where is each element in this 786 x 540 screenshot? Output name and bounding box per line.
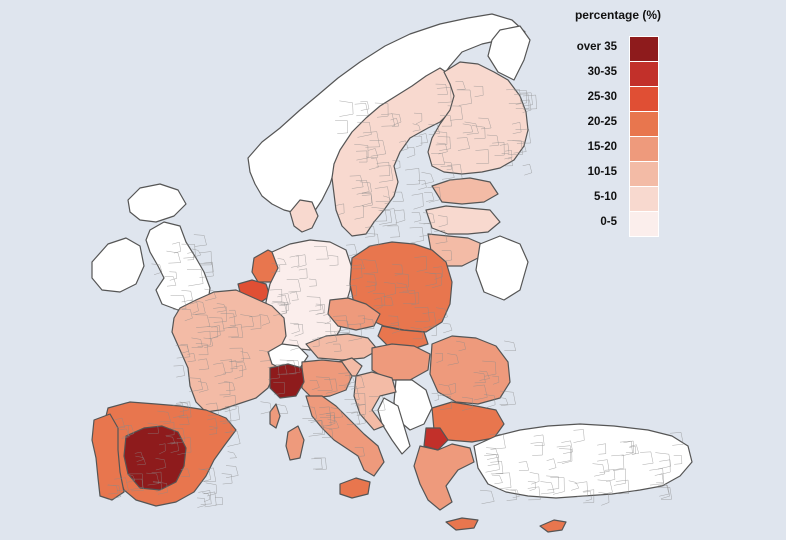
legend-swatch: [629, 211, 659, 237]
legend-swatch: [629, 111, 659, 137]
legend-swatch: [629, 161, 659, 187]
legend-label: 10-15: [587, 166, 617, 178]
legend-title: percentage (%): [574, 8, 661, 22]
map-legend: percentage (%) over 35 30-35 25-30 20-25 15-…: [555, 8, 665, 237]
legend-label: 20-25: [587, 116, 617, 128]
legend-label: 30-35: [587, 66, 617, 78]
subregion-borders: [107, 81, 684, 508]
legend-swatch: [629, 186, 659, 212]
region-estonia: [431, 177, 499, 205]
legend-swatch: [629, 86, 659, 112]
region-finland: [427, 61, 529, 175]
region-romania: [429, 335, 511, 405]
legend-label: 0-5: [600, 216, 617, 228]
legend-row: 25-30: [555, 86, 665, 112]
region-portugal: [91, 413, 125, 501]
legend-rows: over 35 30-35 25-30 20-25 15-20 10-15 5-10 0-5: [555, 36, 665, 237]
region-spain-central: [123, 425, 187, 491]
legend-swatch: [629, 61, 659, 87]
region-italy-piedmont: [269, 363, 305, 399]
region-italy-north: [301, 359, 353, 399]
region-czechia: [327, 297, 381, 331]
region-turkey: [473, 423, 693, 499]
region-sweden: [331, 67, 457, 237]
legend-row: 15-20: [555, 136, 665, 162]
region-ireland: [91, 237, 145, 293]
region-belarus: [475, 235, 529, 301]
legend-swatch: [629, 136, 659, 162]
legend-row: over 35: [555, 36, 665, 62]
region-cyprus: [539, 519, 567, 533]
region-western-balkans: [377, 397, 411, 455]
region-greece: [413, 443, 475, 511]
legend-label: 15-20: [587, 141, 617, 153]
legend-row: 0-5: [555, 211, 665, 237]
region-crete: [445, 517, 479, 531]
legend-row: 30-35: [555, 61, 665, 87]
region-north-macedonia: [423, 427, 449, 451]
legend-label: over 35: [576, 41, 617, 53]
region-latvia: [425, 205, 501, 235]
region-croatia: [353, 371, 397, 431]
region-russia-north: [487, 25, 531, 81]
region-sicily: [339, 477, 371, 499]
region-iceland: [127, 183, 187, 223]
region-sardinia: [285, 425, 305, 461]
legend-label: 5-10: [593, 191, 617, 203]
legend-row: 5-10: [555, 186, 665, 212]
legend-swatch: [629, 36, 659, 62]
region-corsica: [269, 403, 281, 429]
region-denmark: [289, 199, 319, 233]
legend-label: 25-30: [587, 91, 617, 103]
legend-row: 20-25: [555, 111, 665, 137]
legend-row: 10-15: [555, 161, 665, 187]
region-france: [171, 289, 287, 413]
